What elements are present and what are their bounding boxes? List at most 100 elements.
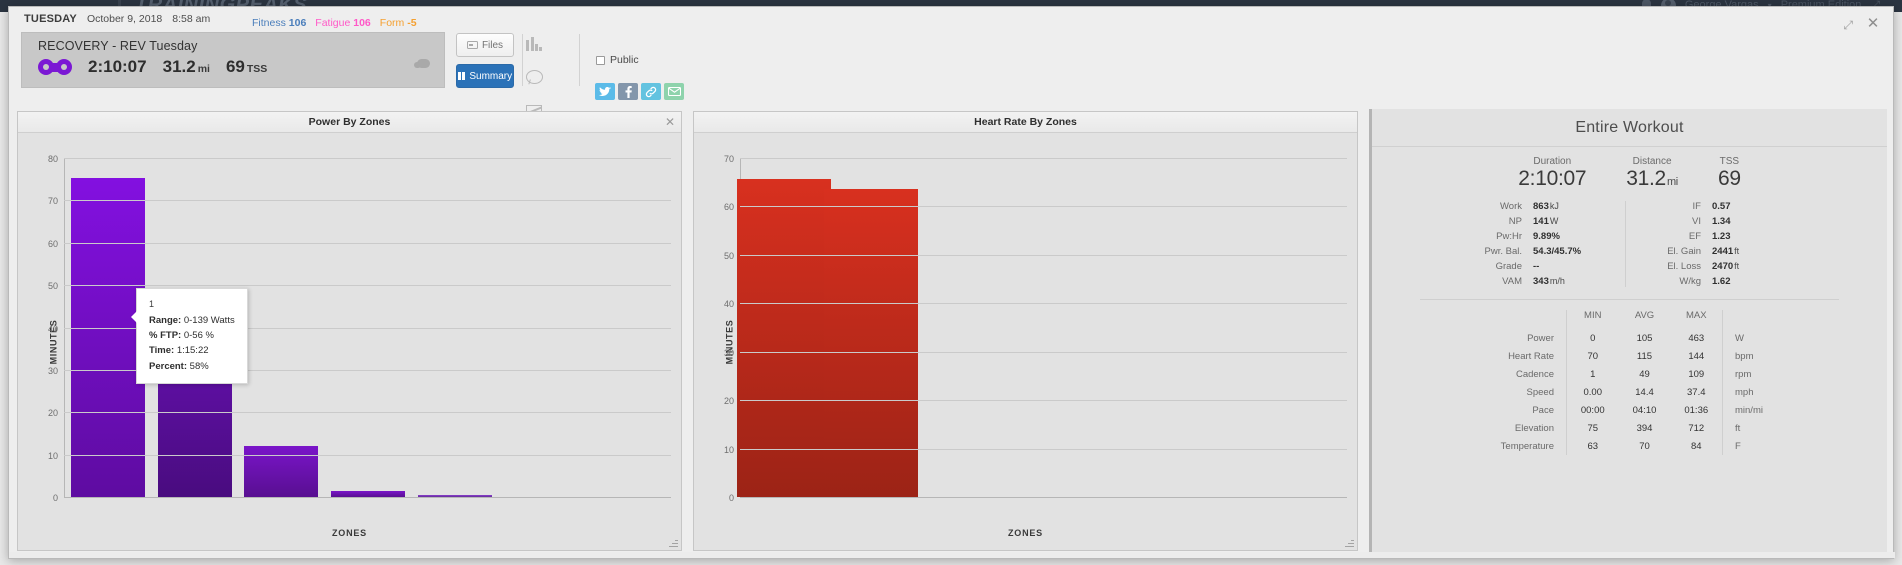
- email-share-button[interactable]: [664, 83, 684, 100]
- y-axis-tick: 30: [723, 347, 734, 358]
- metric-left-value: 863kJ: [1533, 201, 1559, 212]
- metric-right-value: 1.23: [1712, 231, 1731, 242]
- cell-avg: 14.4: [1635, 386, 1654, 398]
- metric-right-value: 2441ft: [1712, 246, 1740, 257]
- modal-expand-icon[interactable]: ⤢: [1843, 18, 1853, 32]
- metric-left-value: 343m/h: [1533, 276, 1565, 287]
- date-label: October 9, 2018: [86, 13, 163, 25]
- link-share-button[interactable]: [641, 83, 661, 100]
- bar-zone-1[interactable]: [71, 178, 146, 497]
- metric-left-key: Grade: [1495, 261, 1522, 272]
- expand-icon[interactable]: ⤢: [1870, 0, 1880, 13]
- public-toggle[interactable]: Public: [596, 54, 639, 66]
- sidebar-distance-value: 31.2: [1626, 167, 1666, 190]
- power-panel-resize-handle[interactable]: [669, 538, 678, 547]
- public-checkbox[interactable]: [596, 55, 605, 65]
- metric-left-unit: W: [1549, 216, 1559, 226]
- metric-right-row: El. Gain 2441ft: [1634, 246, 1804, 257]
- bar-zone-5[interactable]: [417, 494, 492, 497]
- gridline: [740, 448, 1347, 450]
- summary-grid-icon: [457, 72, 466, 80]
- tooltip-range-key: Range:: [149, 314, 182, 326]
- y-axis-tick: 80: [47, 154, 58, 164]
- y-axis-tick: 30: [47, 365, 58, 376]
- row-label: Elevation: [1514, 422, 1554, 434]
- gridline: [740, 254, 1347, 256]
- summary-button[interactable]: Summary: [456, 64, 514, 88]
- tooltip-row-percent: Percent: 58%: [149, 359, 235, 374]
- th-unit: [1722, 310, 1779, 329]
- metric-left-value: 54.3/45.7%: [1533, 246, 1582, 257]
- power-panel-title: Power By Zones: [308, 116, 391, 128]
- row-label: Cadence: [1515, 368, 1554, 380]
- files-button[interactable]: Files: [456, 33, 514, 57]
- power-x-axis-line: [64, 497, 671, 498]
- cell-min: 63: [1566, 437, 1619, 455]
- cell-unit: F: [1722, 437, 1779, 455]
- cell-avg: 115: [1636, 350, 1653, 362]
- metric-left-value: 141W: [1533, 216, 1559, 227]
- modal-close-icon[interactable]: ✕: [1866, 15, 1880, 32]
- pmc-form: Form -5: [380, 17, 417, 29]
- y-axis-tick: 60: [723, 202, 734, 213]
- sidebar-tss: TSS 69: [1718, 156, 1741, 191]
- tooltip-ftp-key: % FTP:: [149, 329, 182, 341]
- toolbar-divider-2: [579, 34, 580, 86]
- power-x-axis-label: ZONES: [331, 528, 367, 538]
- sidebar-tss-value: 69: [1717, 167, 1741, 190]
- workout-detail-modal: ⤢ ✕ TUESDAY October 9, 2018 8:58 am Fitn…: [8, 6, 1895, 559]
- facebook-share-button[interactable]: [618, 83, 638, 100]
- metric-right-value: 1.34: [1712, 216, 1731, 227]
- hr-x-axis-line: [740, 497, 1347, 498]
- pmc-fitness-label: Fitness: [252, 16, 286, 29]
- account-name[interactable]: George Vargas: [1685, 0, 1759, 11]
- power-by-zones-panel: Power By Zones ✕ MINUTES 0 10 20 30 40 50 60 70…: [17, 111, 682, 551]
- chevron-down-icon[interactable]: ▾: [1767, 0, 1772, 10]
- comments-icon[interactable]: [414, 59, 430, 70]
- metric-left-row: NP 141W: [1455, 216, 1625, 227]
- sidebar-divider: [1420, 299, 1839, 300]
- cell-max: 84: [1690, 440, 1702, 452]
- gridline: [64, 412, 671, 414]
- minavgmax-table: MIN AVG MAX Power 0 105 463 W Heart Rate 70 115…: [1481, 310, 1779, 455]
- y-axis-tick: 0: [728, 493, 734, 503]
- hr-panel-header: Heart Rate By Zones: [694, 112, 1357, 133]
- tooltip-arrow: [131, 311, 137, 323]
- table-row: Speed 0.00 14.4 37.4 mph: [1481, 383, 1779, 401]
- metric-left-key: NP: [1508, 216, 1522, 227]
- stat-tss-unit: TSS: [246, 63, 268, 75]
- y-axis-tick: 70: [47, 196, 58, 207]
- comment-icon[interactable]: [526, 70, 543, 85]
- bar-chart-icon[interactable]: [526, 36, 542, 51]
- gridline: [740, 158, 1347, 159]
- pmc-fatigue-value: 106: [353, 16, 371, 29]
- row-label: Speed: [1526, 386, 1554, 398]
- hr-panel-resize-handle[interactable]: [1345, 538, 1354, 547]
- th-avg: AVG: [1634, 310, 1655, 321]
- twitter-share-button[interactable]: [595, 83, 615, 100]
- stat-distance-value: 31.2: [162, 57, 196, 76]
- th-min: MIN: [1566, 310, 1619, 329]
- bar-zone-2[interactable]: [823, 189, 918, 497]
- cell-max: 109: [1688, 368, 1705, 380]
- bar-zone-1[interactable]: [737, 179, 832, 497]
- power-panel-close-icon[interactable]: ✕: [664, 115, 675, 129]
- metric-right-key: El. Gain: [1667, 246, 1701, 257]
- gridline: [740, 351, 1347, 353]
- gridline: [64, 497, 671, 498]
- cell-avg: 49: [1639, 368, 1650, 380]
- workout-summary-card[interactable]: RECOVERY - REV Tuesday 2:10:07 31.2 mi 6: [21, 32, 445, 88]
- cell-min: 70: [1566, 347, 1619, 365]
- gridline: [64, 285, 671, 287]
- gridline: [64, 327, 671, 329]
- share-buttons: [595, 83, 684, 100]
- files-icon: [466, 41, 478, 49]
- pmc-fitness: Fitness 106: [252, 17, 306, 29]
- pmc-form-value: -5: [407, 16, 417, 29]
- bar-zone-4[interactable]: [331, 490, 405, 497]
- tooltip-time-value: 1:15:22: [176, 345, 209, 357]
- tooltip-row-ftp: % FTP: 0-56 %: [149, 328, 235, 343]
- metric-left-key: Pwr. Bal.: [1484, 246, 1523, 257]
- pmc-fitness-value: 106: [288, 16, 307, 29]
- metric-left-key: Pw:Hr: [1496, 231, 1522, 242]
